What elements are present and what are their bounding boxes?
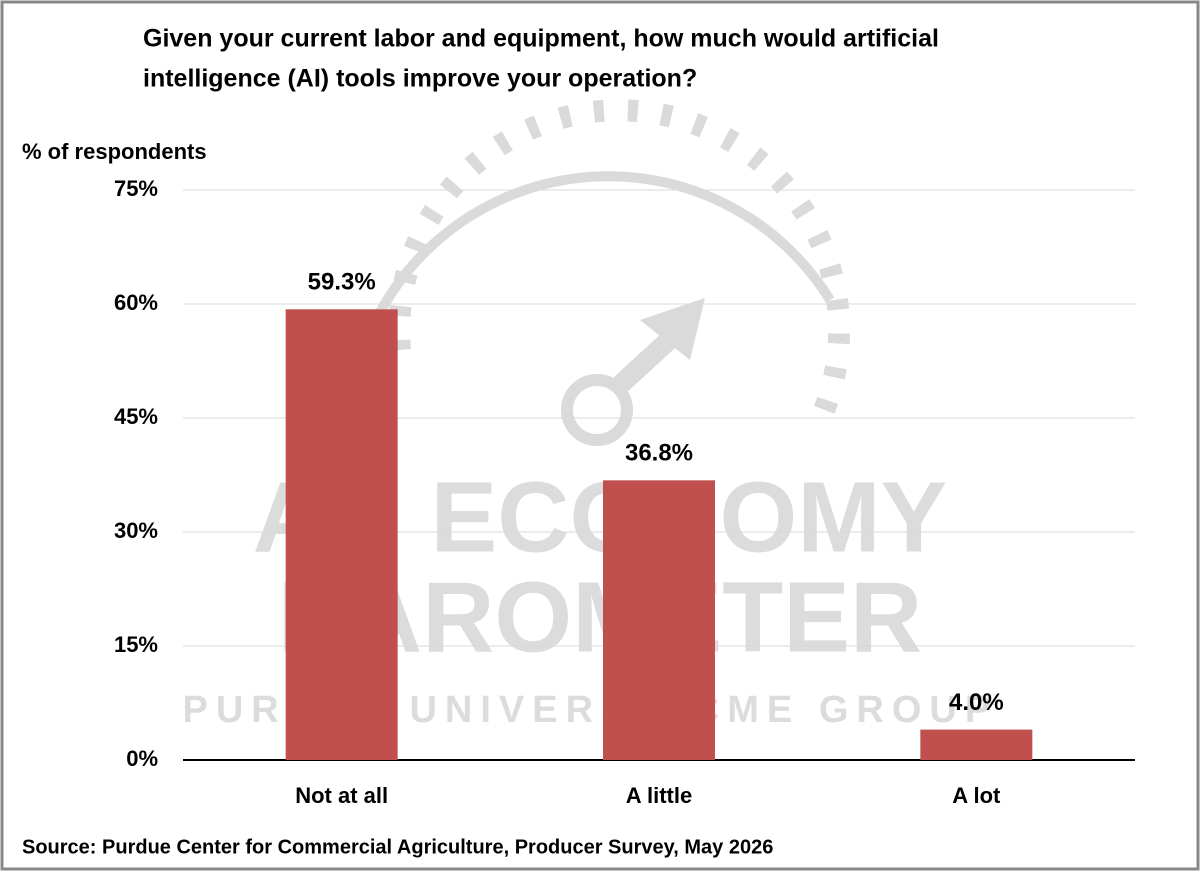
source: Source: Purdue Center for Commercial Agr… [22, 836, 773, 858]
data-label: 36.8% [625, 440, 693, 467]
y-tick-label: 0% [126, 746, 158, 771]
y-tick-label: 45% [114, 404, 158, 429]
x-tick-label: A little [626, 783, 692, 808]
gauge-rim [355, 171, 835, 362]
y-tick-label: 75% [114, 176, 158, 201]
gauge-hub [561, 374, 633, 446]
x-tick-label: A lot [952, 783, 1001, 808]
watermark-text: CME GROUP [692, 689, 998, 731]
chart-title: intelligence (AI) tools improve your ope… [143, 65, 697, 93]
y-tick-label: 60% [114, 290, 158, 315]
x-tick-label: Not at all [295, 783, 388, 808]
bar [285, 309, 398, 760]
y-tick-label: 15% [114, 632, 158, 657]
data-label: 4.0% [949, 689, 1004, 716]
gauge-arrow [640, 298, 705, 360]
y-tick-label: 30% [114, 518, 158, 543]
chart-title: Given your current labor and equipment, … [143, 25, 939, 53]
data-label: 59.3% [308, 269, 376, 296]
bar [920, 729, 1033, 760]
bar [603, 480, 715, 760]
y-axis-label: % of respondents [22, 139, 207, 164]
